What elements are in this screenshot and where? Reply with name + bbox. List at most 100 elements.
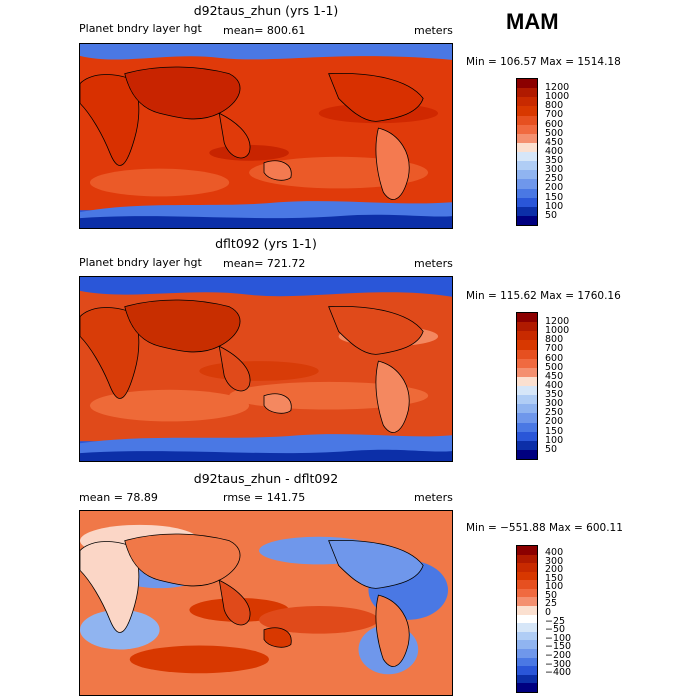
colorbar-swatch	[517, 386, 537, 396]
colorbar-swatch	[517, 666, 537, 675]
colorbar-swatch	[517, 133, 537, 143]
colorbar-label: 450	[545, 370, 564, 382]
colorbar-label: 150	[545, 191, 564, 203]
colorbar-swatch	[517, 179, 537, 189]
colorbar-swatch	[517, 580, 537, 589]
colorbar-label: 500	[545, 127, 564, 139]
colorbar-swatch	[517, 597, 537, 607]
colorbar-label: 50	[545, 209, 558, 221]
colorbar-label: 350	[545, 155, 564, 166]
colorbar-swatch	[517, 313, 537, 323]
colorbar-swatch	[517, 640, 537, 649]
panel-3-rmse: rmse = 141.75	[223, 491, 306, 504]
colorbar-label: 350	[545, 389, 564, 400]
colorbar-label: 100	[545, 434, 564, 446]
colorbar-label: 1200	[545, 316, 570, 327]
colorbar-label: 300	[545, 164, 564, 176]
colorbar-label: 300	[545, 555, 564, 567]
colorbar-swatch	[517, 588, 537, 598]
colorbar-label: 400	[545, 379, 564, 391]
colorbar-swatch	[517, 674, 537, 684]
panel-3-minmax: Min = −551.88 Max = 600.11	[466, 522, 623, 534]
colorbar-swatch	[517, 606, 537, 615]
panel-2-title: dflt092 (yrs 1-1)	[215, 236, 317, 251]
colorbar-label: −300	[545, 658, 572, 670]
colorbar-swatch	[517, 79, 537, 89]
colorbar-swatch	[517, 349, 537, 359]
panel-2-map-svg	[80, 277, 452, 461]
colorbar-label: −50	[545, 624, 566, 636]
panel-3-map	[79, 510, 453, 696]
colorbar-label: −400	[545, 667, 572, 679]
colorbar-label: 1000	[545, 91, 570, 103]
panel-2-mean: mean= 721.72	[223, 257, 306, 270]
colorbar-swatch	[517, 115, 537, 125]
panel-2-variable-label: Planet bndry layer hgt	[79, 256, 202, 269]
colorbar-label: −25	[545, 615, 566, 627]
colorbar-swatch	[517, 449, 537, 459]
panel-2-units: meters	[414, 257, 453, 270]
colorbar-swatch	[517, 440, 537, 450]
colorbar-swatch	[517, 358, 537, 368]
colorbar-swatch	[517, 631, 537, 641]
colorbar-label: 50	[545, 589, 558, 601]
panel-1-units: meters	[414, 24, 453, 37]
colorbar-swatch	[517, 683, 537, 692]
colorbar-label: 150	[545, 572, 564, 584]
colorbar-swatch	[517, 142, 537, 152]
colorbar-swatch	[517, 571, 537, 581]
colorbar-label: 1200	[545, 82, 570, 93]
colorbar-swatch	[517, 97, 537, 107]
colorbar-label: 250	[545, 407, 564, 419]
colorbar-label: 600	[545, 352, 564, 364]
colorbar-label: 50	[545, 443, 558, 455]
colorbar-swatch	[517, 206, 537, 216]
colorbar-label: −100	[545, 632, 572, 644]
panel-3-colorbar	[516, 545, 538, 693]
colorbar-label: 0	[545, 607, 552, 619]
colorbar-swatch	[517, 657, 537, 667]
colorbar-label: 200	[545, 416, 564, 428]
colorbar-label: 400	[545, 547, 564, 558]
colorbar-label: 1000	[545, 325, 570, 337]
colorbar-swatch	[517, 546, 537, 555]
colorbar-swatch	[517, 340, 537, 350]
panel-3-colorbar-labels: 400 300 200 150 100 50 25 0 −25 −50 −100 −150 −200 −3…	[545, 547, 572, 679]
colorbar-label: 250	[545, 173, 564, 185]
colorbar-swatch	[517, 623, 537, 632]
colorbar-swatch	[517, 197, 537, 207]
colorbar-swatch	[517, 404, 537, 414]
colorbar-label: 600	[545, 118, 564, 130]
colorbar-label: 700	[545, 343, 564, 355]
colorbar-swatch	[517, 563, 537, 572]
colorbar-label: 450	[545, 136, 564, 148]
colorbar-label: 800	[545, 100, 564, 112]
colorbar-label: −150	[545, 641, 572, 653]
colorbar-label: −200	[545, 649, 572, 661]
panel-2-colorbar-labels: 1200 1000 800 700 600 500 450 400 350 300 250 200 15…	[545, 317, 569, 454]
colorbar-swatch	[517, 431, 537, 441]
colorbar-label: 200	[545, 182, 564, 194]
colorbar-label: 300	[545, 398, 564, 410]
panel-3-title: d92taus_zhun - dflt092	[193, 471, 339, 486]
panel-1-colorbar-labels: 1200 1000 800 700 600 500 450 400 350 300 250 200 15…	[545, 83, 569, 220]
panel-1-map-svg	[80, 44, 452, 228]
colorbar-swatch	[517, 395, 537, 405]
colorbar-label: 700	[545, 109, 564, 121]
panel-1-variable-label: Planet bndry layer hgt	[79, 22, 202, 35]
panel-3-units: meters	[414, 491, 453, 504]
panel-1-minmax: Min = 106.57 Max = 1514.18	[466, 56, 621, 68]
panel-3-mean: mean = 78.89	[79, 491, 158, 504]
panel-2-minmax: Min = 115.62 Max = 1760.16	[466, 290, 621, 302]
colorbar-swatch	[517, 188, 537, 198]
colorbar-swatch	[517, 422, 537, 432]
colorbar-swatch	[517, 152, 537, 162]
colorbar-swatch	[517, 331, 537, 341]
colorbar-swatch	[517, 322, 537, 332]
colorbar-label: 500	[545, 361, 564, 373]
colorbar-label: 800	[545, 334, 564, 346]
season-label: MAM	[506, 9, 559, 34]
colorbar-swatch	[517, 614, 537, 624]
panel-1-colorbar	[516, 78, 538, 226]
panel-3-map-svg	[80, 511, 452, 695]
